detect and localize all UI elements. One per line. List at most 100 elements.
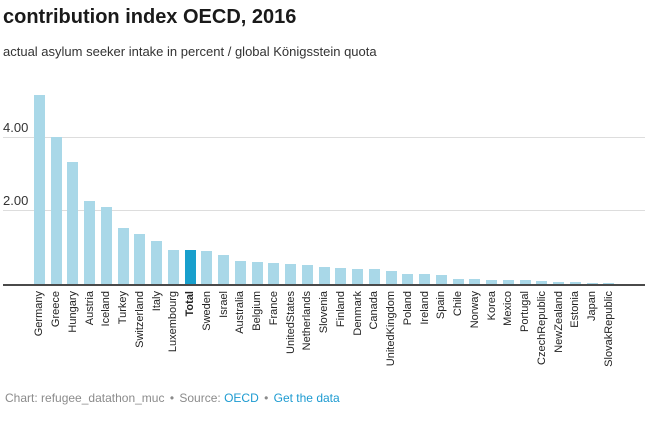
y-tick-label-2.00: 2.00 bbox=[3, 193, 29, 209]
bar-slot bbox=[115, 228, 132, 284]
bar-slot bbox=[567, 282, 584, 284]
bar-Austria bbox=[84, 201, 96, 284]
x-label-Japan: Japan bbox=[586, 291, 599, 321]
bar-Germany bbox=[33, 94, 45, 284]
x-axis-labels: Germany Greece Hungary Austria Iceland Turkey… bbox=[31, 286, 617, 384]
chart-credit-label: Chart: bbox=[5, 391, 38, 405]
x-label-slot: Switzerland bbox=[132, 286, 149, 348]
bar-Luxembourg bbox=[167, 249, 179, 284]
bar-slot bbox=[601, 283, 618, 284]
x-label-slot: Israel bbox=[215, 286, 232, 318]
x-label-Total: Total bbox=[184, 291, 197, 317]
x-label-UnitedStates: UnitedStates bbox=[284, 291, 297, 354]
x-axis-line bbox=[3, 284, 645, 286]
bar-slot bbox=[282, 264, 299, 284]
x-label-Switzerland: Switzerland bbox=[133, 291, 146, 348]
bar-Ireland bbox=[419, 274, 431, 284]
x-label-Finland: Finland bbox=[334, 291, 347, 328]
x-label-slot: Belgium bbox=[249, 286, 266, 331]
gridline-2.00 bbox=[3, 210, 645, 212]
bar-Korea bbox=[486, 279, 498, 284]
bar-slot bbox=[333, 268, 350, 284]
bar-Sweden bbox=[201, 250, 213, 284]
bar-slot bbox=[316, 266, 333, 284]
bar-Slovenia bbox=[318, 266, 330, 284]
bar-slot bbox=[81, 201, 98, 284]
x-label-Greece: Greece bbox=[50, 291, 63, 328]
bar-slot bbox=[299, 265, 316, 284]
x-label-Norway: Norway bbox=[468, 291, 481, 329]
x-label-slot: Finland bbox=[333, 286, 350, 327]
bar-slot bbox=[31, 94, 48, 284]
x-label-slot: Australia bbox=[232, 286, 249, 334]
x-label-slot: Norway bbox=[467, 286, 484, 328]
bar-slot bbox=[48, 136, 65, 284]
bar-Total bbox=[184, 250, 196, 284]
chart-subtitle: actual asylum seeker intake in percent /… bbox=[3, 44, 377, 59]
bar-slot bbox=[132, 233, 149, 284]
bar-Italy bbox=[151, 241, 163, 284]
x-label-UnitedKingdom: UnitedKingdom bbox=[385, 291, 398, 367]
x-label-Ireland: Ireland bbox=[418, 291, 431, 325]
bar-slot bbox=[517, 280, 534, 284]
footer-separator: • bbox=[264, 391, 269, 405]
bar-Belgium bbox=[251, 262, 263, 284]
bar-Chile bbox=[452, 278, 464, 284]
bar-slot bbox=[500, 280, 517, 284]
x-label-slot: Spain bbox=[433, 286, 450, 319]
x-label-slot: Sweden bbox=[199, 286, 216, 331]
bar-Hungary bbox=[67, 162, 79, 284]
x-label-slot: Greece bbox=[48, 286, 65, 327]
x-label-slot: Turkey bbox=[115, 286, 132, 324]
bar-NewZealand bbox=[553, 281, 565, 284]
bar-Poland bbox=[402, 273, 414, 284]
x-label-Estonia: Estonia bbox=[569, 291, 582, 328]
bar-slot bbox=[483, 279, 500, 284]
x-label-Korea: Korea bbox=[485, 291, 498, 321]
x-label-Canada: Canada bbox=[368, 291, 381, 330]
bar-Australia bbox=[234, 261, 246, 284]
x-label-slot: Italy bbox=[148, 286, 165, 311]
x-label-Australia: Australia bbox=[234, 291, 247, 334]
x-label-slot: Estonia bbox=[567, 286, 584, 328]
x-label-Slovenia: Slovenia bbox=[318, 291, 331, 334]
bar-slot bbox=[199, 250, 216, 284]
x-label-NewZealand: NewZealand bbox=[552, 291, 565, 353]
x-label-slot: Ireland bbox=[416, 286, 433, 325]
x-label-slot: Austria bbox=[81, 286, 98, 325]
chart-page: contribution index OECD, 2016 actual asy… bbox=[3, 6, 645, 405]
x-label-Portugal: Portugal bbox=[519, 291, 532, 332]
bar-SlovakRepublic bbox=[603, 283, 615, 284]
bar-Switzerland bbox=[134, 233, 146, 284]
bar-France bbox=[268, 263, 280, 284]
x-label-slot: Korea bbox=[483, 286, 500, 320]
x-label-CzechRepublic: CzechRepublic bbox=[535, 291, 548, 365]
bar-Spain bbox=[435, 275, 447, 284]
bar-UnitedKingdom bbox=[385, 270, 397, 284]
bar-slot bbox=[534, 281, 551, 284]
bar-slot bbox=[148, 241, 165, 284]
bar-Turkey bbox=[117, 228, 129, 284]
bar-slot bbox=[215, 255, 232, 284]
x-label-slot: Japan bbox=[584, 286, 601, 321]
bar-slot bbox=[383, 270, 400, 284]
x-label-Turkey: Turkey bbox=[117, 291, 130, 325]
x-label-Iceland: Iceland bbox=[100, 291, 113, 327]
bar-slot bbox=[165, 249, 182, 284]
bar-slot bbox=[467, 279, 484, 284]
bar-slot bbox=[182, 250, 199, 284]
gridline-4.00 bbox=[3, 137, 645, 139]
bar-slot bbox=[450, 278, 467, 284]
footer-separator: • bbox=[169, 391, 175, 405]
x-label-France: France bbox=[267, 291, 280, 326]
source-link[interactable]: OECD bbox=[224, 391, 259, 405]
x-label-Israel: Israel bbox=[217, 291, 230, 318]
get-data-link[interactable]: Get the data bbox=[273, 391, 340, 405]
bar-CzechRepublic bbox=[536, 281, 548, 284]
chart-credit-value: refugee_datathon_muc bbox=[41, 391, 165, 405]
bar-Portugal bbox=[519, 280, 531, 284]
bar-slot bbox=[416, 274, 433, 284]
bar-Japan bbox=[586, 282, 598, 284]
x-label-Sweden: Sweden bbox=[200, 291, 213, 331]
x-label-slot: Canada bbox=[366, 286, 383, 330]
